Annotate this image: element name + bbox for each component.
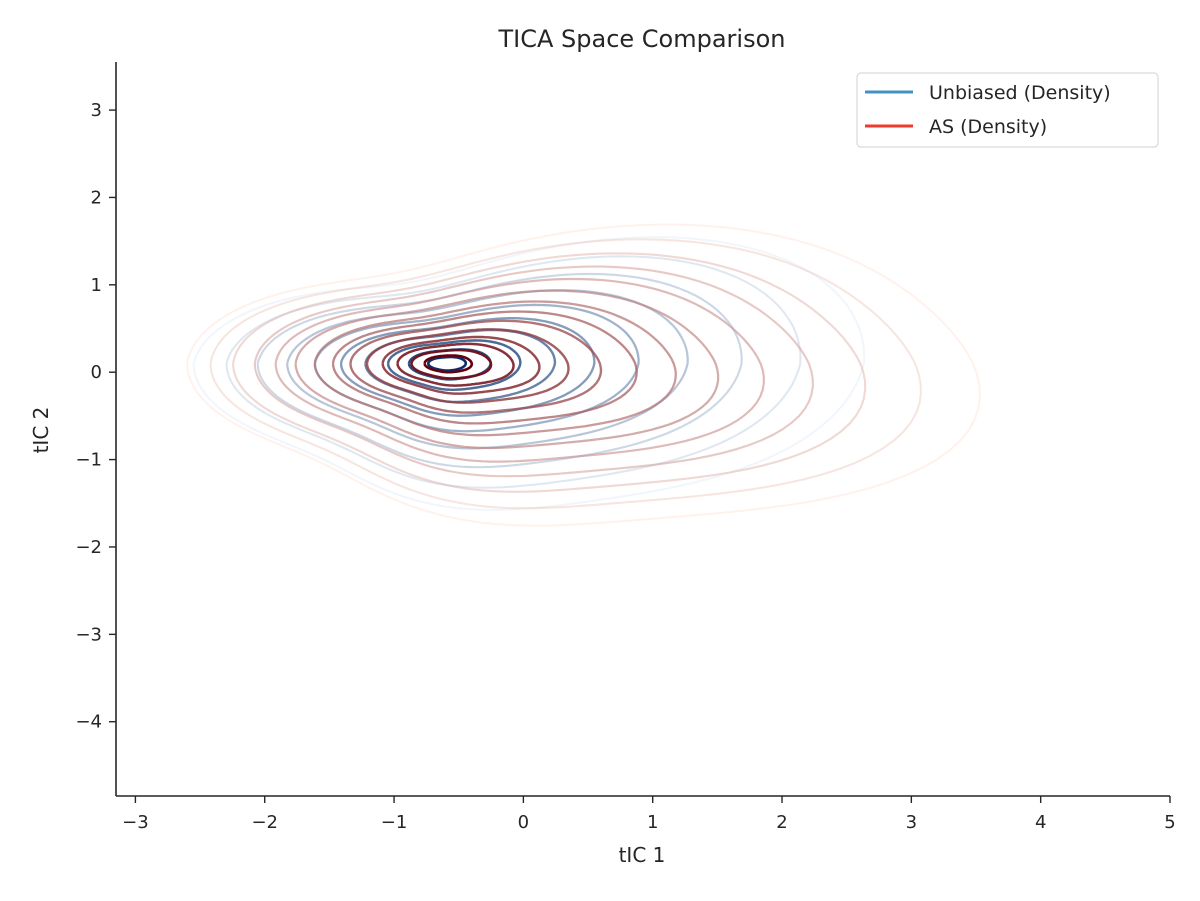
unbiased-density-contour-level-8 bbox=[386, 339, 522, 392]
as-density-contour-level-4 bbox=[253, 265, 814, 478]
as-density-contour-level-6 bbox=[294, 289, 720, 450]
chart-title: TICA Space Comparison bbox=[497, 25, 785, 53]
unbiased-density-contour-level-1 bbox=[192, 236, 866, 511]
as-density-contour-level-14 bbox=[423, 354, 474, 374]
as-density-contour-level-3 bbox=[232, 252, 867, 493]
as-density-contour-level-12 bbox=[396, 342, 515, 387]
x-tick-label: −2 bbox=[251, 812, 278, 833]
y-tick-label: 0 bbox=[91, 362, 102, 383]
x-tick-label: 0 bbox=[518, 812, 529, 833]
as-density-contour-level-8 bbox=[331, 310, 638, 425]
x-tick-label: 3 bbox=[906, 812, 917, 833]
y-tick-label: 3 bbox=[91, 100, 102, 121]
legend: Unbiased (Density) AS (Density) bbox=[856, 72, 1159, 148]
y-tick-label: 2 bbox=[91, 187, 102, 208]
as-density-contour-level-10 bbox=[365, 328, 570, 404]
legend-entry-1: Unbiased (Density) bbox=[929, 82, 1111, 104]
as-density-contour-level-1 bbox=[186, 223, 981, 527]
x-tick-label: 4 bbox=[1035, 812, 1046, 833]
y-tick-label: −1 bbox=[75, 450, 102, 471]
unbiased-density-contour-level-10 bbox=[426, 355, 468, 372]
y-axis-label: tIC 2 bbox=[29, 407, 53, 454]
unbiased-density-contour-level-6 bbox=[339, 317, 596, 417]
axes: −3 −2 −1 0 1 2 3 4 5 −4 −3 −2 −1 0 1 2 3 bbox=[75, 62, 1176, 833]
y-tick-label: −4 bbox=[75, 712, 102, 733]
as-density-contour-level-7 bbox=[313, 300, 677, 437]
as-density-contour-level-11 bbox=[381, 335, 541, 395]
unbiased-density-contour-level-2 bbox=[225, 255, 802, 489]
x-tick-label: 5 bbox=[1164, 812, 1175, 833]
as-density-contour-level-9 bbox=[349, 319, 603, 414]
x-axis-label: tIC 1 bbox=[619, 843, 666, 867]
as-density-contours bbox=[186, 223, 981, 527]
y-tick-label: −3 bbox=[75, 624, 102, 645]
x-tick-label: 2 bbox=[776, 812, 787, 833]
y-tick-label: −2 bbox=[75, 537, 102, 558]
as-density-contour-level-13 bbox=[410, 348, 493, 380]
legend-box bbox=[856, 72, 1159, 148]
as-density-contour-level-2 bbox=[209, 238, 922, 510]
unbiased-density-contour-level-3 bbox=[256, 272, 743, 469]
y-tick-label: 1 bbox=[91, 275, 102, 296]
x-tick-label: −1 bbox=[381, 812, 408, 833]
as-density-contour-level-5 bbox=[274, 277, 765, 463]
x-tick-label: −3 bbox=[122, 812, 149, 833]
x-tick-label: 1 bbox=[647, 812, 658, 833]
legend-entry-2: AS (Density) bbox=[929, 116, 1047, 138]
